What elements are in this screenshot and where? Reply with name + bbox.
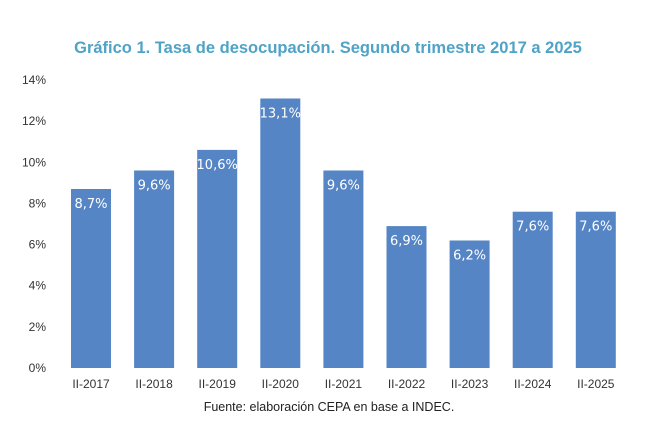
y-tick-label: 12% (22, 114, 46, 128)
x-tick-label: II-2020 (262, 377, 300, 391)
data-label: 13,1% (260, 107, 301, 122)
bar-II-2020 (260, 98, 301, 368)
x-axis: II-2017 II-2018 II-2019 II-2020 II-2021 II-20… (72, 377, 614, 391)
chart-title: Gráfico 1. Tasa de desocupación. Segundo… (74, 39, 582, 57)
y-tick-label: 2% (29, 320, 47, 334)
x-tick-label: II-2025 (577, 377, 615, 391)
y-tick-label: 0% (29, 361, 47, 375)
x-tick-label: II-2019 (199, 377, 237, 391)
y-tick-label: 14% (22, 73, 46, 87)
bar-II-2019 (197, 149, 238, 368)
data-label: 10,6% (197, 158, 238, 173)
data-label: 7,6% (579, 220, 612, 235)
data-label: 7,6% (516, 220, 549, 235)
x-tick-label: II-2018 (135, 377, 173, 391)
x-tick-label: II-2022 (388, 377, 426, 391)
x-tick-label: II-2024 (514, 377, 552, 391)
data-label: 8,7% (74, 197, 107, 212)
y-tick-label: 10% (22, 155, 46, 169)
bar-II-2018 (134, 170, 175, 368)
data-label: 9,6% (138, 179, 171, 194)
bar-II-2022 (386, 226, 427, 368)
source-note: Fuente: elaboración CEPA en base a INDEC… (204, 400, 455, 414)
bar-II-2025 (575, 211, 616, 368)
y-tick-label: 6% (29, 238, 47, 252)
data-label: 6,9% (390, 234, 423, 249)
bars: 8,7% 9,6% 10,6% 13,1% 9,6% 6,9% 6,2% 7,6% 7,6% (71, 98, 616, 368)
x-tick-label: II-2021 (325, 377, 363, 391)
y-tick-label: 8% (29, 196, 47, 210)
bar-II-2021 (323, 170, 364, 368)
bar-II-2017 (71, 189, 111, 368)
data-label: 6,2% (453, 249, 486, 264)
y-axis: 0% 2% 4% 6% 8% 10% 12% 14% (22, 73, 46, 375)
x-tick-label: II-2017 (72, 377, 110, 391)
y-tick-label: 4% (29, 279, 47, 293)
x-tick-label: II-2023 (451, 377, 489, 391)
bar-II-2024 (512, 211, 553, 368)
bar-II-2023 (449, 240, 490, 368)
data-label: 9,6% (327, 179, 360, 194)
